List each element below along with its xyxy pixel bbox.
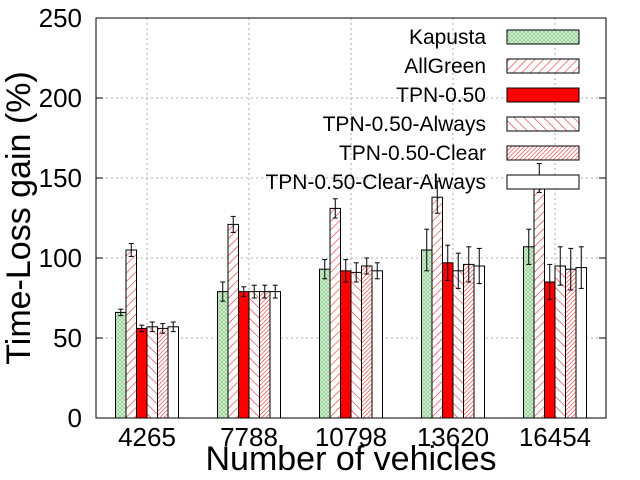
legend-label: TPN-0.50-Clear-Always — [265, 171, 486, 194]
bar — [167, 326, 179, 419]
x-axis-title: Number of vehicles — [205, 440, 496, 478]
y-tick-label: 0 — [68, 403, 82, 433]
bar — [361, 265, 373, 419]
bar — [259, 291, 271, 419]
bar — [442, 262, 454, 419]
bar — [431, 196, 443, 419]
bars — [115, 177, 587, 419]
legend-swatch — [506, 29, 580, 45]
bar — [554, 265, 566, 419]
bar — [269, 291, 281, 419]
y-tick-label: 50 — [53, 323, 82, 353]
bar — [329, 207, 341, 419]
y-tick-label: 200 — [39, 83, 82, 113]
bar — [452, 270, 464, 419]
x-tick-label: 4265 — [118, 422, 176, 452]
legend-label: Kapusta — [409, 26, 486, 49]
x-tick-label: 16454 — [519, 422, 591, 452]
legend-label: TPN-0.50-Clear — [339, 142, 486, 165]
x-axis-ticks: 4265 7788 10798 13620 16454 — [118, 411, 591, 452]
bar — [157, 327, 169, 419]
bar — [340, 270, 352, 419]
bar — [565, 268, 577, 419]
bar — [319, 268, 331, 419]
legend-swatch — [506, 116, 580, 132]
bar — [533, 177, 545, 419]
y-tick-label: 150 — [39, 163, 82, 193]
bar — [146, 326, 158, 419]
bar — [350, 271, 362, 419]
legend-label: TPN-0.50-Always — [323, 113, 486, 136]
bar — [238, 291, 250, 419]
x-tick-label: 10798 — [315, 422, 387, 452]
bar — [115, 311, 127, 419]
bar — [125, 249, 137, 419]
x-tick-label: 13620 — [417, 422, 489, 452]
legend-swatch — [506, 174, 580, 190]
x-tick-label: 7788 — [220, 422, 278, 452]
legend: Kapusta AllGreen TPN-0.50 TPN-0.50-Always TP… — [265, 26, 580, 194]
legend-label: TPN-0.50 — [396, 84, 486, 107]
legend-swatch — [506, 145, 580, 161]
bar — [575, 267, 587, 419]
y-axis-ticks: 0 50 100 150 200 250 — [39, 3, 606, 433]
bar — [473, 265, 485, 419]
bar — [421, 249, 433, 419]
bar — [227, 223, 239, 419]
bar — [217, 291, 229, 419]
y-axis-title: Time-Loss gain (%) — [0, 71, 38, 364]
y-tick-label: 250 — [39, 3, 82, 33]
grid-lines — [96, 18, 606, 418]
bar — [523, 246, 535, 419]
legend-label: AllGreen — [404, 55, 486, 78]
bar — [463, 263, 475, 419]
bar — [544, 281, 556, 419]
y-tick-label: 100 — [39, 243, 82, 273]
legend-swatch — [506, 58, 580, 74]
error-bars — [118, 163, 584, 334]
bar — [248, 291, 260, 419]
bar — [371, 270, 383, 419]
bar — [136, 327, 148, 419]
legend-swatch — [506, 87, 580, 103]
